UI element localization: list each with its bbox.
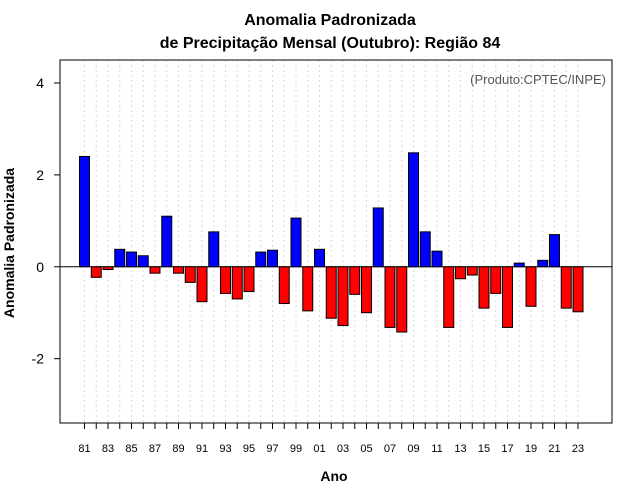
bar-87 [149,266,161,274]
x-tick-label: 01 [313,443,325,455]
x-tick-label: 99 [290,443,302,455]
x-tick-label: 03 [337,443,349,455]
credit-annotation: (Produto:CPTEC/INPE) [470,72,606,87]
x-tick-label: 95 [243,443,255,455]
bar-97 [267,249,278,268]
bar-90 [184,266,196,283]
x-tick-label: 83 [102,443,114,455]
bar-05 [361,266,372,314]
x-tick-label: 13 [454,443,466,455]
x-tick-label: 91 [196,443,208,455]
x-tick-label: 07 [384,443,396,455]
bar-12 [443,266,455,328]
x-tick-label: 15 [478,443,490,455]
bar-81 [79,155,90,268]
bar-99 [290,217,302,268]
plot-frame [59,59,613,424]
bar-14 [466,266,478,276]
bar-89 [173,266,184,274]
x-tick-label: 87 [149,443,161,455]
bar-21 [549,234,560,268]
bar-01 [314,248,325,268]
bar-02 [325,266,337,319]
bar-23 [572,266,584,313]
bar-04 [349,266,361,295]
x-tick-label: 21 [548,443,560,455]
bar-03 [337,266,349,327]
y-tick-label: 4 [36,75,44,91]
x-axis: 81 83 85 87 89 91 93 95 97 99 01 03 05 07 09 11 13 15 17 19… [78,423,584,455]
x-tick-label: 05 [360,443,372,455]
bar-96 [255,251,267,268]
bar-92 [208,231,220,268]
bar-11 [431,250,443,268]
bar-93 [220,266,231,294]
bar-18 [513,262,525,268]
bar-86 [137,255,149,268]
bar-84 [114,248,126,268]
bar-16 [490,266,502,294]
bar-98 [278,266,290,305]
y-axis: -2 0 2 4 [32,75,60,367]
x-tick-label: 23 [572,443,584,455]
bar-06 [372,207,384,268]
chart-title-line-2: de Precipitação Mensal (Outubro): Região… [160,35,501,52]
bar-09 [408,152,419,268]
x-tick-label: 19 [525,443,537,455]
y-axis-label: Anomalia Padronizada [1,168,17,318]
bar-00 [302,266,314,312]
x-tick-label: 11 [431,443,442,455]
y-tick-label: 2 [36,167,44,183]
x-tick-label: 89 [172,443,184,455]
x-tick-label: 17 [501,443,513,455]
bars [79,152,584,333]
x-tick-label: 81 [78,443,90,455]
x-tick-label: 97 [266,443,278,455]
bar-15 [478,266,490,309]
vertical-gridlines [84,60,579,423]
x-tick-label: 93 [219,443,231,455]
y-tick-label: 0 [36,259,44,275]
bar-19 [525,266,537,307]
bar-82 [90,266,102,278]
bar-94 [231,266,243,300]
bar-88 [161,215,173,268]
bar-17 [502,266,513,328]
bar-85 [126,251,137,268]
bar-08 [396,266,408,333]
bar-07 [384,266,396,328]
y-tick-label: -2 [32,351,45,367]
bar-13 [455,266,466,280]
bar-10 [419,231,431,268]
bar-20 [537,259,549,268]
x-tick-label: 09 [407,443,419,455]
chart-title-line-1: Anomalia Padronizada [244,12,416,29]
x-tick-label: 85 [125,443,137,455]
x-axis-label: Ano [320,468,347,484]
bar-91 [196,266,208,303]
bar-22 [560,266,572,309]
bar-95 [243,266,255,293]
bar-83 [102,266,114,271]
